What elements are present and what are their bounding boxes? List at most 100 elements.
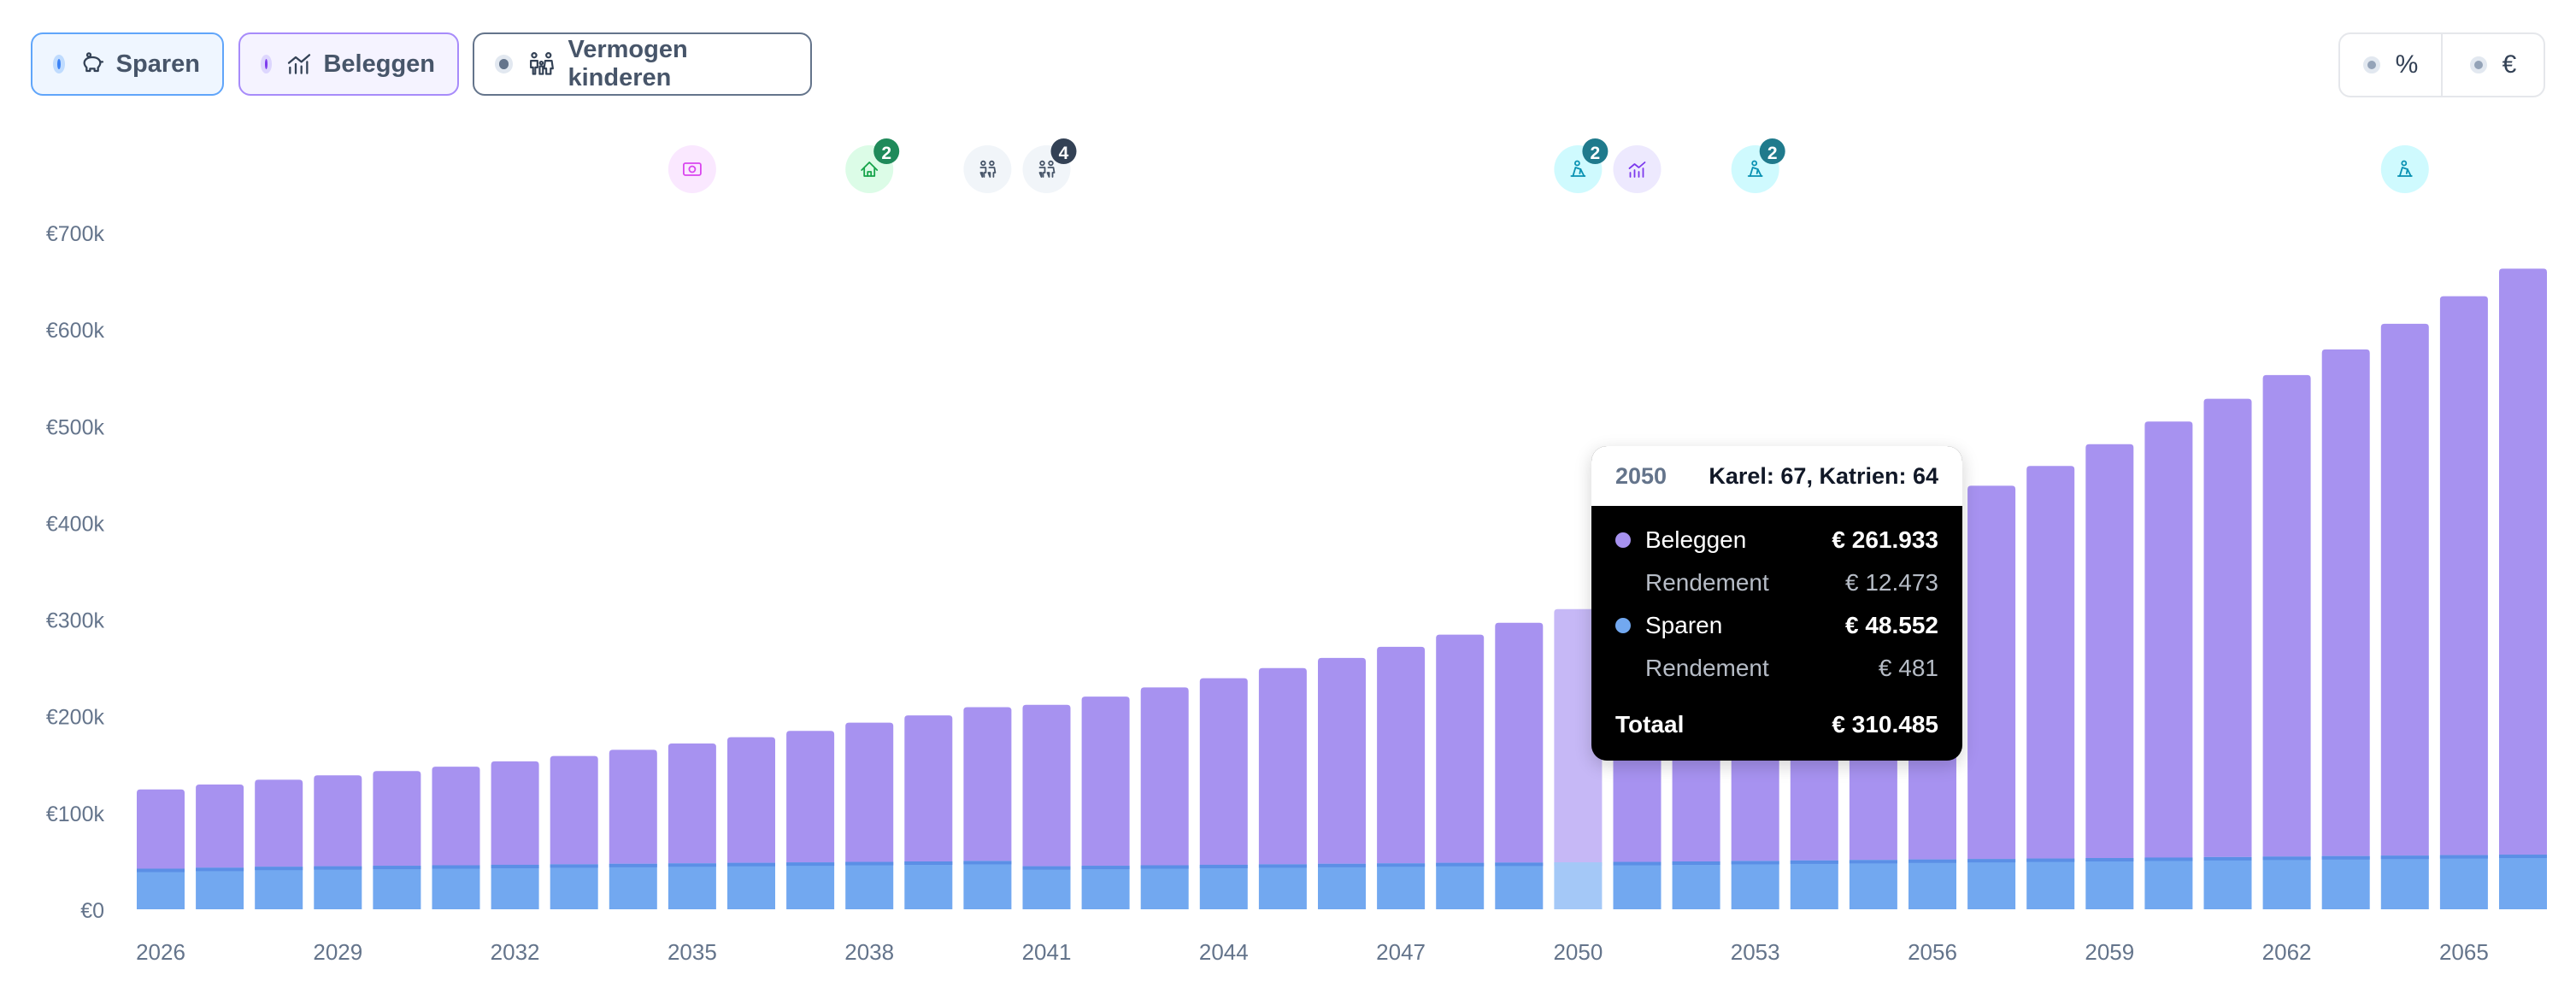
bar-beleggen[interactable] bbox=[845, 722, 894, 862]
money-icon bbox=[683, 162, 702, 176]
bar-sparen[interactable] bbox=[1554, 862, 1603, 909]
bar-sparen[interactable] bbox=[904, 861, 953, 909]
bar-beleggen[interactable] bbox=[668, 743, 716, 864]
x-tick-label: 2026 bbox=[136, 939, 185, 965]
bar-beleggen[interactable] bbox=[904, 715, 953, 861]
bar-beleggen[interactable] bbox=[786, 731, 835, 863]
euro-unit-button[interactable]: € bbox=[2441, 34, 2544, 96]
bar-sparen[interactable] bbox=[255, 867, 303, 909]
x-tick-label: 2041 bbox=[1022, 939, 1072, 965]
bar-beleggen[interactable] bbox=[2499, 268, 2547, 855]
bar-sparen[interactable] bbox=[1672, 861, 1720, 909]
event-marker[interactable] bbox=[1613, 145, 1661, 193]
bar-beleggen[interactable] bbox=[550, 755, 598, 865]
bar-sparen[interactable] bbox=[2321, 855, 2370, 909]
sparen-toggle[interactable]: Sparen bbox=[31, 32, 224, 96]
bar-sparen[interactable] bbox=[1258, 864, 1307, 909]
event-marker[interactable] bbox=[668, 145, 716, 193]
bar-sparen-top bbox=[550, 864, 598, 868]
bar-beleggen[interactable] bbox=[1495, 622, 1544, 863]
bar-sparen[interactable] bbox=[2203, 856, 2252, 909]
bar-beleggen[interactable] bbox=[1318, 657, 1366, 864]
bar-beleggen[interactable] bbox=[2085, 444, 2134, 859]
bar-beleggen[interactable] bbox=[1554, 608, 1603, 863]
bar-sparen[interactable] bbox=[196, 867, 244, 909]
bar-sparen[interactable] bbox=[1495, 862, 1544, 909]
event-marker[interactable]: 2 bbox=[1554, 138, 1609, 193]
bar-beleggen[interactable] bbox=[1258, 667, 1307, 865]
beleggen-toggle[interactable]: Beleggen bbox=[238, 32, 459, 96]
bar-sparen[interactable] bbox=[668, 863, 716, 909]
bar-beleggen[interactable] bbox=[2439, 296, 2488, 855]
event-marker[interactable]: 4 bbox=[1022, 138, 1077, 193]
piggy-bank-icon bbox=[79, 50, 106, 78]
bar-sparen[interactable] bbox=[1377, 863, 1426, 909]
bar-sparen[interactable] bbox=[2439, 855, 2488, 909]
sparen-dot bbox=[53, 55, 65, 73]
bar-sparen[interactable] bbox=[1613, 861, 1661, 909]
bar-beleggen[interactable] bbox=[1140, 687, 1189, 866]
bar-beleggen[interactable] bbox=[1377, 646, 1426, 864]
bar-sparen[interactable] bbox=[2085, 858, 2134, 909]
bar-sparen[interactable] bbox=[2262, 856, 2311, 909]
bar-sparen[interactable] bbox=[314, 866, 362, 909]
bar-beleggen[interactable] bbox=[1967, 485, 2016, 860]
bar-sparen[interactable] bbox=[1199, 864, 1248, 909]
bar-sparen[interactable] bbox=[373, 866, 421, 909]
bar-sparen[interactable] bbox=[550, 864, 598, 909]
bar-sparen[interactable] bbox=[786, 862, 835, 909]
y-tick-label: €300k bbox=[46, 609, 105, 633]
bar-sparen[interactable] bbox=[1140, 865, 1189, 909]
bar-beleggen[interactable] bbox=[2026, 466, 2075, 859]
bar-sparen[interactable] bbox=[1908, 859, 1956, 909]
vermogen-kinderen-toggle[interactable]: Vermogen kinderen bbox=[473, 32, 812, 96]
bar-beleggen[interactable] bbox=[432, 767, 480, 866]
bar-sparen[interactable] bbox=[1967, 859, 2016, 909]
bar-beleggen[interactable] bbox=[1436, 634, 1485, 863]
bar-beleggen[interactable] bbox=[1081, 696, 1130, 867]
bar-beleggen[interactable] bbox=[137, 789, 185, 869]
bar-beleggen[interactable] bbox=[1199, 678, 1248, 865]
event-marker[interactable] bbox=[963, 145, 1012, 193]
bar-beleggen[interactable] bbox=[314, 775, 362, 867]
bar-sparen[interactable] bbox=[1022, 866, 1071, 909]
bar-beleggen[interactable] bbox=[2144, 421, 2193, 858]
bar-beleggen[interactable] bbox=[727, 737, 775, 863]
bar-beleggen[interactable] bbox=[963, 707, 1012, 861]
bar-sparen[interactable] bbox=[491, 864, 539, 909]
bar-sparen[interactable] bbox=[2499, 855, 2547, 909]
bar-beleggen[interactable] bbox=[255, 779, 303, 867]
bar-sparen[interactable] bbox=[2026, 858, 2075, 909]
bar-sparen[interactable] bbox=[1081, 866, 1130, 909]
bar-sparen[interactable] bbox=[137, 868, 185, 909]
bar-beleggen[interactable] bbox=[373, 771, 421, 867]
bar-beleggen[interactable] bbox=[491, 761, 539, 865]
percent-unit-label: % bbox=[2395, 50, 2419, 79]
bar-sparen[interactable] bbox=[2144, 857, 2193, 909]
bar-sparen-top bbox=[2026, 858, 2075, 862]
event-marker[interactable] bbox=[2380, 145, 2429, 193]
bar-beleggen[interactable] bbox=[1022, 704, 1071, 867]
bar-beleggen[interactable] bbox=[196, 785, 244, 868]
bar-sparen[interactable] bbox=[1436, 862, 1485, 909]
event-marker[interactable]: 2 bbox=[845, 138, 900, 193]
bar-beleggen[interactable] bbox=[2321, 349, 2370, 856]
event-marker[interactable]: 2 bbox=[1731, 138, 1785, 193]
bar-sparen[interactable] bbox=[1731, 861, 1779, 909]
bar-sparen[interactable] bbox=[1849, 860, 1897, 909]
bar-sparen[interactable] bbox=[963, 861, 1012, 909]
bar-sparen[interactable] bbox=[845, 861, 894, 909]
bar-sparen[interactable] bbox=[2380, 855, 2429, 909]
bar-sparen-top bbox=[668, 863, 716, 867]
tooltip-sparen-row: Sparen € 48.552 bbox=[1615, 612, 1938, 639]
bar-sparen[interactable] bbox=[1318, 863, 1366, 909]
percent-unit-button[interactable]: % bbox=[2340, 34, 2441, 96]
bar-beleggen[interactable] bbox=[2262, 374, 2311, 857]
bar-sparen[interactable] bbox=[1790, 860, 1838, 909]
bar-sparen[interactable] bbox=[432, 865, 480, 909]
bar-sparen[interactable] bbox=[727, 862, 775, 909]
bar-beleggen[interactable] bbox=[2203, 398, 2252, 857]
bar-beleggen[interactable] bbox=[609, 749, 657, 864]
bar-sparen[interactable] bbox=[609, 863, 657, 909]
bar-beleggen[interactable] bbox=[2380, 323, 2429, 856]
